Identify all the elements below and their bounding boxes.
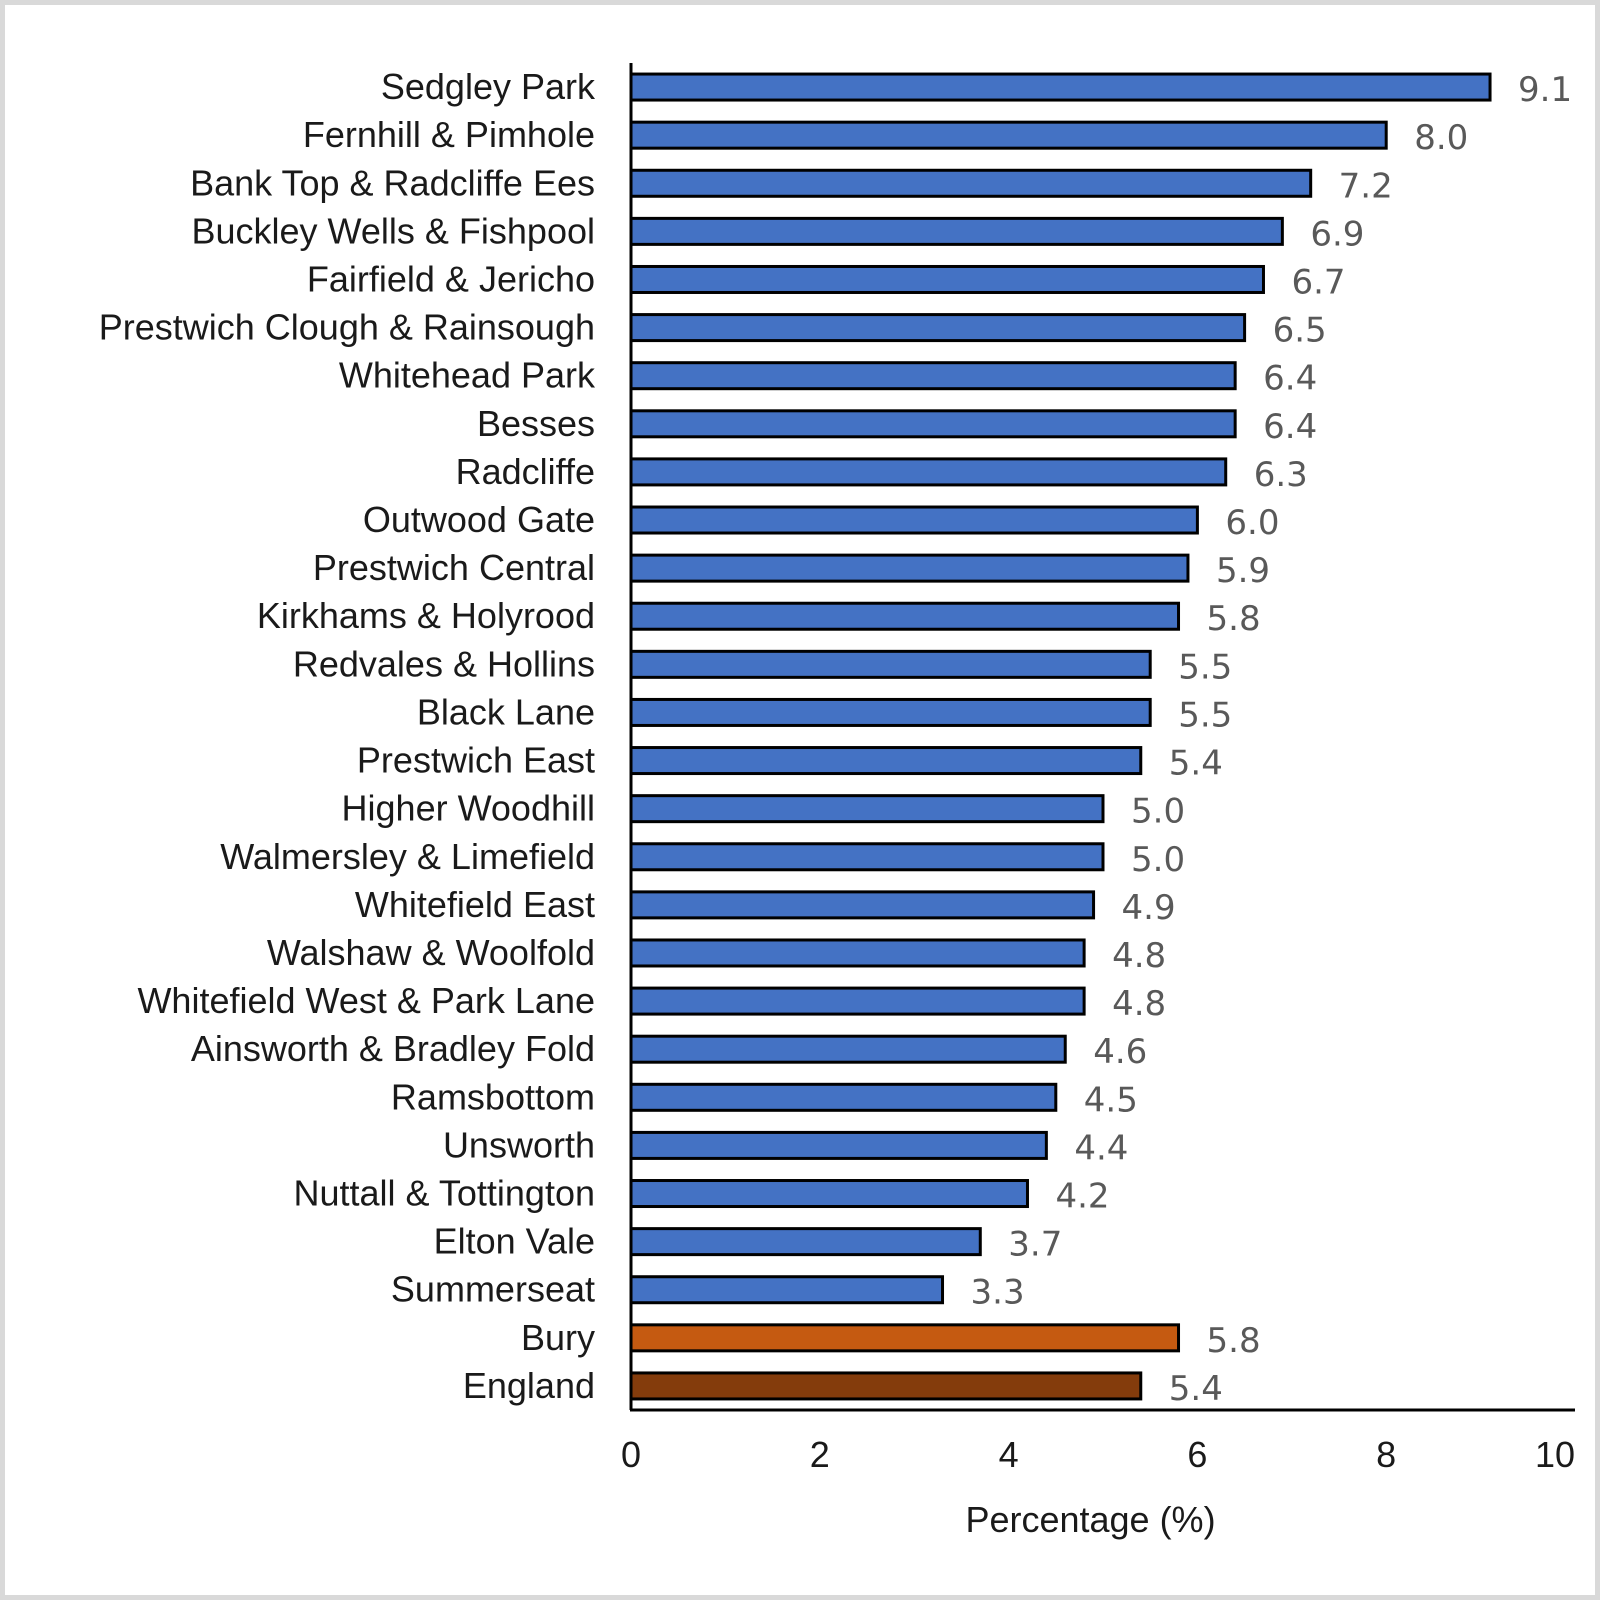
category-label-whitefield-west-and-park-lane: Whitefield West & Park Lane — [137, 980, 595, 1021]
bar-whitefield-east — [629, 890, 1096, 920]
value-label-walmersley-and-limefield: 5.0 — [1131, 840, 1185, 880]
bar-kirkhams-and-holyrood — [629, 601, 1181, 631]
value-label-higher-woodhill: 5.0 — [1131, 792, 1185, 832]
category-label-higher-woodhill: Higher Woodhill — [342, 788, 595, 829]
value-label-prestwich-east: 5.4 — [1169, 744, 1223, 784]
value-label-kirkhams-and-holyrood: 5.8 — [1207, 599, 1261, 639]
bar-fairfield-and-jericho — [629, 264, 1265, 294]
value-label-prestwich-central: 5.9 — [1216, 551, 1270, 591]
x-tick-label-6: 6 — [1187, 1434, 1207, 1475]
category-label-prestwich-clough-and-rainsough: Prestwich Clough & Rainsough — [99, 307, 595, 348]
bar-whitehead-park — [629, 361, 1237, 391]
value-label-walshaw-and-woolfold: 4.8 — [1112, 936, 1166, 976]
value-label-whitehead-park: 6.4 — [1263, 359, 1317, 399]
bar-besses — [629, 409, 1237, 439]
value-label-unsworth: 4.4 — [1074, 1128, 1128, 1168]
bar-ainsworth-and-bradley-fold — [629, 1034, 1067, 1064]
bar-radcliffe — [629, 457, 1228, 487]
x-tick-label-10: 10 — [1535, 1434, 1575, 1475]
category-label-fairfield-and-jericho: Fairfield & Jericho — [307, 258, 595, 299]
value-label-ainsworth-and-bradley-fold: 4.6 — [1093, 1032, 1147, 1072]
category-label-elton-vale: Elton Vale — [434, 1221, 595, 1262]
bar-black-lane — [629, 697, 1152, 727]
bar-ramsbottom — [629, 1082, 1058, 1112]
value-label-buckley-wells-and-fishpool: 6.9 — [1310, 214, 1364, 254]
category-label-sedgley-park: Sedgley Park — [381, 66, 596, 107]
x-tick-labels: 0 2 4 6 8 10 — [621, 1434, 1575, 1475]
bar-buckley-wells-and-fishpool — [629, 216, 1284, 246]
value-label-summerseat: 3.3 — [971, 1273, 1025, 1313]
value-label-nuttall-and-tottington: 4.2 — [1055, 1177, 1109, 1217]
bar-prestwich-central — [629, 553, 1190, 583]
bar-whitefield-west-and-park-lane — [629, 986, 1086, 1016]
bar-higher-woodhill — [629, 794, 1105, 824]
value-label-bury: 5.8 — [1207, 1321, 1261, 1361]
category-label-bury: Bury — [521, 1317, 595, 1358]
category-label-whitefield-east: Whitefield East — [355, 884, 595, 925]
value-label-radcliffe: 6.3 — [1254, 455, 1308, 495]
value-label-ramsbottom: 4.5 — [1084, 1080, 1138, 1120]
value-label-fairfield-and-jericho: 6.7 — [1291, 262, 1345, 302]
category-label-unsworth: Unsworth — [443, 1124, 595, 1165]
value-label-prestwich-clough-and-rainsough: 6.5 — [1273, 311, 1327, 351]
category-label-ainsworth-and-bradley-fold: Ainsworth & Bradley Fold — [191, 1028, 595, 1069]
x-tick-label-8: 8 — [1376, 1434, 1396, 1475]
category-label-ramsbottom: Ramsbottom — [391, 1076, 595, 1117]
x-tick-label-0: 0 — [621, 1434, 641, 1475]
bar-fernhill-and-pimhole — [629, 120, 1388, 150]
x-tick-label-4: 4 — [999, 1434, 1019, 1475]
category-label-england: England — [463, 1365, 595, 1406]
x-tick-label-2: 2 — [810, 1434, 830, 1475]
category-label-bank-top-and-radcliffe-ees: Bank Top & Radcliffe Ees — [190, 162, 595, 203]
bar-sedgley-park — [629, 72, 1492, 102]
category-label-redvales-and-hollins: Redvales & Hollins — [293, 643, 595, 684]
bar-bank-top-and-radcliffe-ees — [629, 168, 1313, 198]
category-label-besses: Besses — [477, 403, 595, 444]
value-label-elton-vale: 3.7 — [1008, 1225, 1062, 1265]
value-label-redvales-and-hollins: 5.5 — [1178, 647, 1232, 687]
bar-outwood-gate — [629, 505, 1199, 535]
category-label-walshaw-and-woolfold: Walshaw & Woolfold — [267, 932, 595, 973]
category-label-summerseat: Summerseat — [391, 1269, 595, 1310]
bar-prestwich-east — [629, 746, 1143, 776]
value-label-whitefield-west-and-park-lane: 4.8 — [1112, 984, 1166, 1024]
category-label-nuttall-and-tottington: Nuttall & Tottington — [293, 1173, 595, 1214]
bar-prestwich-clough-and-rainsough — [629, 313, 1247, 343]
bar-nuttall-and-tottington — [629, 1179, 1029, 1209]
category-label-fernhill-and-pimhole: Fernhill & Pimhole — [303, 114, 595, 155]
bar-walmersley-and-limefield — [629, 842, 1105, 872]
value-labels: 9.1 8.0 7.2 6.9 6.7 6.5 6.4 6.4 6.3 6.0 5.9 5.8 5.5 5… — [971, 70, 1573, 1409]
value-label-outwood-gate: 6.0 — [1225, 503, 1279, 543]
value-label-england: 5.4 — [1169, 1369, 1223, 1409]
bar-summerseat — [629, 1275, 945, 1305]
x-axis-title: Percentage (%) — [965, 1499, 1215, 1540]
category-label-buckley-wells-and-fishpool: Buckley Wells & Fishpool — [192, 210, 596, 251]
bar-redvales-and-hollins — [629, 649, 1152, 679]
value-label-besses: 6.4 — [1263, 407, 1317, 447]
bar-elton-vale — [629, 1227, 982, 1257]
value-label-black-lane: 5.5 — [1178, 695, 1232, 735]
category-label-radcliffe: Radcliffe — [456, 451, 595, 492]
category-label-prestwich-east: Prestwich East — [357, 740, 595, 781]
bars-group — [629, 72, 1492, 1401]
bar-chart: Sedgley Park Fernhill & Pimhole Bank Top &… — [99, 63, 1575, 1540]
value-label-whitefield-east: 4.9 — [1122, 888, 1176, 928]
value-label-fernhill-and-pimhole: 8.0 — [1414, 118, 1468, 158]
category-label-black-lane: Black Lane — [417, 691, 595, 732]
value-label-sedgley-park: 9.1 — [1518, 70, 1572, 110]
bar-unsworth — [629, 1130, 1048, 1160]
bar-bury — [629, 1323, 1181, 1353]
category-label-outwood-gate: Outwood Gate — [363, 499, 595, 540]
bar-walshaw-and-woolfold — [629, 938, 1086, 968]
category-labels: Sedgley Park Fernhill & Pimhole Bank Top &… — [99, 66, 596, 1406]
category-label-whitehead-park: Whitehead Park — [339, 355, 596, 396]
category-label-walmersley-and-limefield: Walmersley & Limefield — [220, 836, 595, 877]
category-label-prestwich-central: Prestwich Central — [313, 547, 595, 588]
category-label-kirkhams-and-holyrood: Kirkhams & Holyrood — [257, 595, 595, 636]
value-label-bank-top-and-radcliffe-ees: 7.2 — [1339, 166, 1393, 206]
bar-england — [629, 1371, 1143, 1401]
